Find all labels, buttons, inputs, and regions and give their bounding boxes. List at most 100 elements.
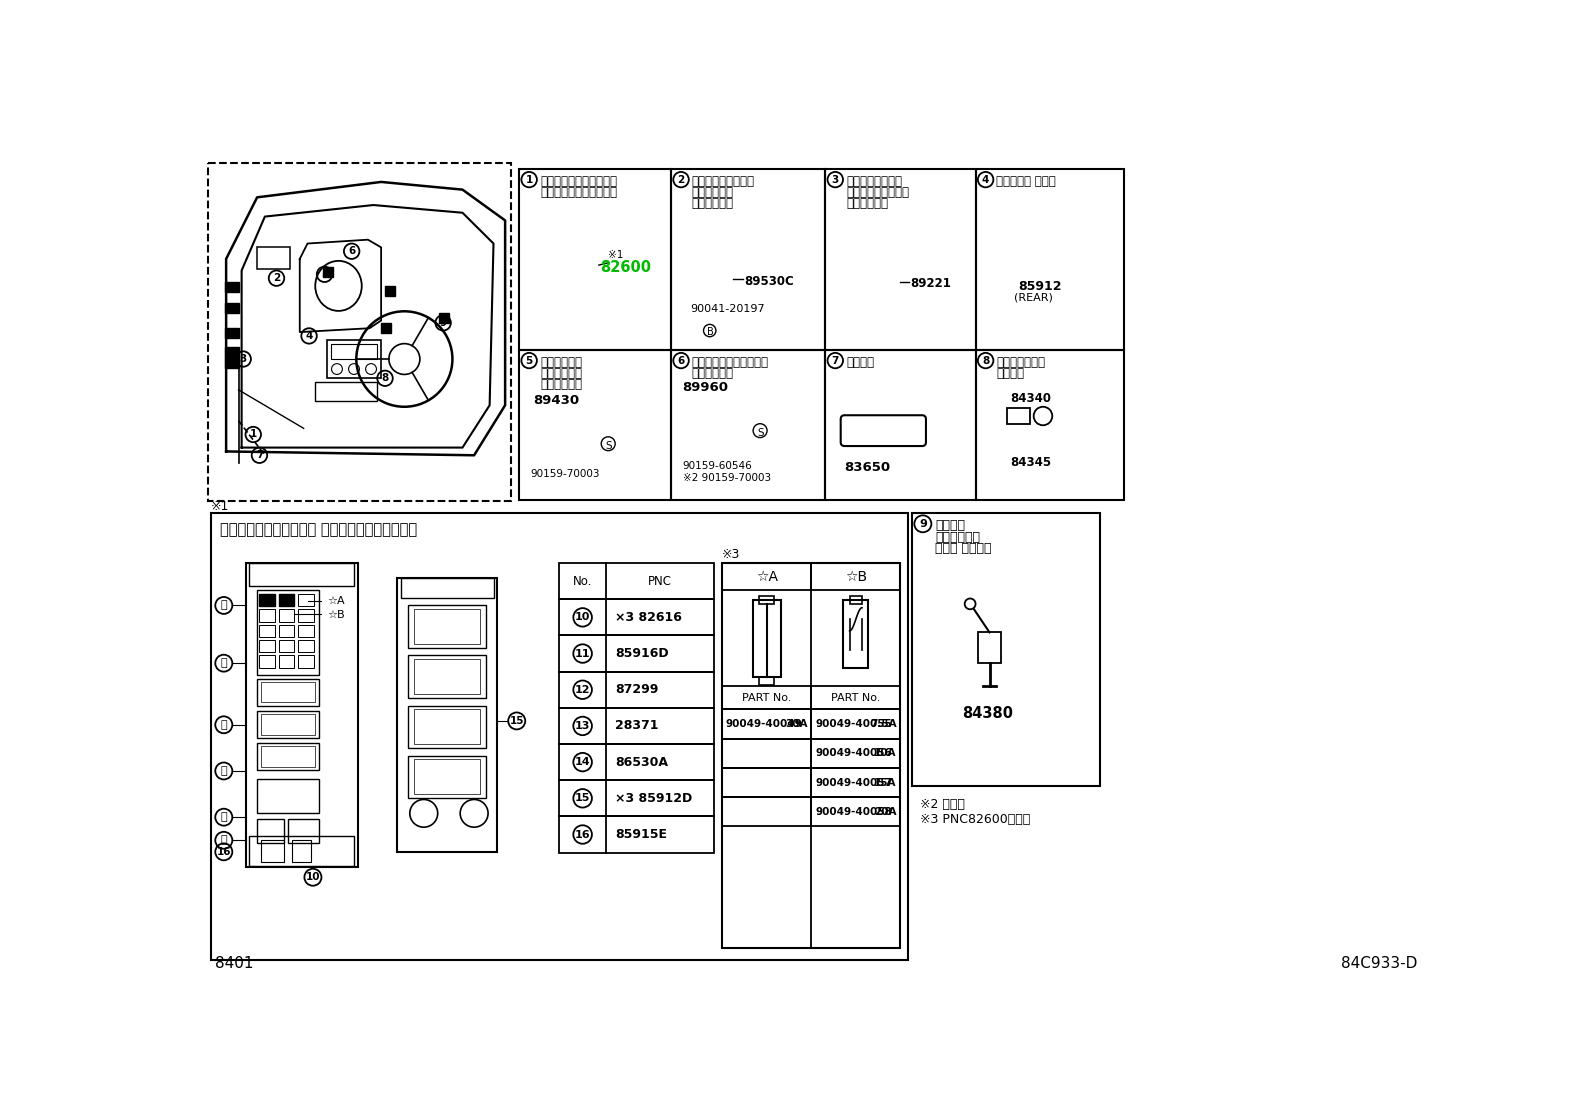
Text: ネットワークボデー: ネットワークボデー (845, 186, 909, 199)
Bar (559, 708, 715, 744)
Text: 1: 1 (250, 430, 256, 440)
Bar (279, 593, 295, 607)
Bar (414, 759, 481, 795)
Bar (559, 671, 715, 708)
Bar (279, 624, 295, 637)
Text: ☆A: ☆A (756, 569, 777, 584)
Text: デフォッガ リレー: デフォッガ リレー (997, 175, 1055, 188)
Text: 3: 3 (831, 175, 839, 185)
Bar (288, 820, 318, 843)
Text: ※3 PNC82600に含む: ※3 PNC82600に含む (920, 813, 1030, 826)
Text: ⑮: ⑮ (220, 812, 228, 822)
Text: 7.5A: 7.5A (869, 719, 896, 729)
Text: S: S (607, 441, 613, 451)
Text: 85916D: 85916D (615, 647, 669, 660)
Bar (723, 686, 901, 709)
Bar (298, 593, 314, 607)
Bar (259, 609, 275, 622)
Text: 6: 6 (678, 356, 685, 366)
Bar (258, 590, 318, 675)
Text: ⑯: ⑯ (220, 835, 228, 845)
Text: 5: 5 (322, 269, 328, 279)
Bar (519, 169, 670, 349)
Bar (250, 836, 353, 866)
Text: 8401: 8401 (215, 956, 253, 970)
Bar (759, 596, 774, 603)
Bar (331, 344, 377, 359)
Bar (298, 640, 314, 653)
Text: 16: 16 (575, 830, 591, 840)
Bar (844, 600, 868, 668)
Bar (315, 382, 377, 401)
Text: ※3: ※3 (723, 547, 740, 560)
Bar (408, 756, 486, 798)
Bar (559, 635, 715, 671)
Text: ☆B: ☆B (326, 609, 344, 619)
Text: 30A: 30A (785, 719, 807, 729)
Text: ⑫: ⑫ (220, 658, 228, 668)
Text: コンピュータ: コンピュータ (540, 378, 583, 390)
Bar (723, 797, 901, 826)
Text: スイッチ: スイッチ (997, 367, 1025, 380)
Text: ※2 90159-70003: ※2 90159-70003 (683, 473, 771, 482)
Bar (245, 563, 358, 867)
Text: 4: 4 (306, 331, 312, 341)
Text: 89430: 89430 (533, 393, 579, 407)
Bar (258, 678, 318, 706)
Text: 84380: 84380 (963, 706, 1014, 721)
Text: フュージ: フュージ (845, 356, 874, 369)
Bar (414, 609, 481, 644)
Text: 85912: 85912 (1019, 280, 1062, 293)
Text: 28371: 28371 (615, 720, 659, 732)
Bar (326, 340, 380, 378)
Bar (259, 593, 275, 607)
Text: 90041-20197: 90041-20197 (691, 303, 766, 313)
Bar (559, 817, 715, 853)
Bar (414, 709, 481, 744)
Text: (REAR): (REAR) (1014, 292, 1054, 303)
Bar (977, 632, 1001, 663)
Text: 84340: 84340 (1011, 392, 1051, 406)
Text: 90159-60546: 90159-60546 (683, 462, 753, 471)
Bar (279, 609, 295, 622)
Bar (323, 267, 333, 277)
Text: 90049-40055: 90049-40055 (815, 719, 892, 729)
Bar (291, 841, 312, 862)
Text: 89221: 89221 (911, 277, 952, 290)
Text: 6: 6 (349, 246, 355, 256)
Bar (825, 169, 976, 349)
Bar (298, 655, 314, 668)
Text: インストルメントパネル ジャンクションブロック: インストルメントパネル ジャンクションブロック (220, 522, 417, 537)
Bar (670, 169, 825, 349)
Text: コントロール: コントロール (540, 367, 583, 380)
Bar (224, 347, 239, 367)
Text: 83650: 83650 (845, 462, 890, 475)
Bar (250, 563, 353, 586)
Text: 90049-40057: 90049-40057 (815, 777, 892, 788)
Bar (559, 563, 715, 599)
Text: ストップランプ: ストップランプ (997, 356, 1046, 369)
Text: 15: 15 (509, 715, 524, 726)
Text: コンピュータ: コンピュータ (693, 197, 734, 210)
Text: PART No.: PART No. (742, 692, 791, 703)
Bar (380, 323, 392, 333)
Bar (258, 247, 290, 269)
Bar (401, 578, 494, 598)
Text: 15A: 15A (874, 777, 896, 788)
Text: 90049-40058: 90049-40058 (815, 807, 892, 817)
Text: コンピュータ: コンピュータ (693, 367, 734, 380)
Bar (279, 593, 295, 607)
Text: 82600: 82600 (600, 259, 651, 275)
Text: 8: 8 (382, 374, 388, 384)
Bar (259, 640, 275, 653)
Bar (259, 624, 275, 637)
Text: コントロール: コントロール (693, 186, 734, 199)
Text: 87299: 87299 (615, 684, 659, 697)
Bar (261, 714, 315, 735)
Bar (298, 609, 314, 622)
Bar (209, 163, 511, 501)
Text: マルチプレックス: マルチプレックス (845, 175, 903, 188)
Text: 90159-70003: 90159-70003 (530, 469, 600, 479)
Text: インストルメントパネル: インストルメントパネル (540, 175, 618, 188)
Text: 12: 12 (575, 685, 591, 695)
